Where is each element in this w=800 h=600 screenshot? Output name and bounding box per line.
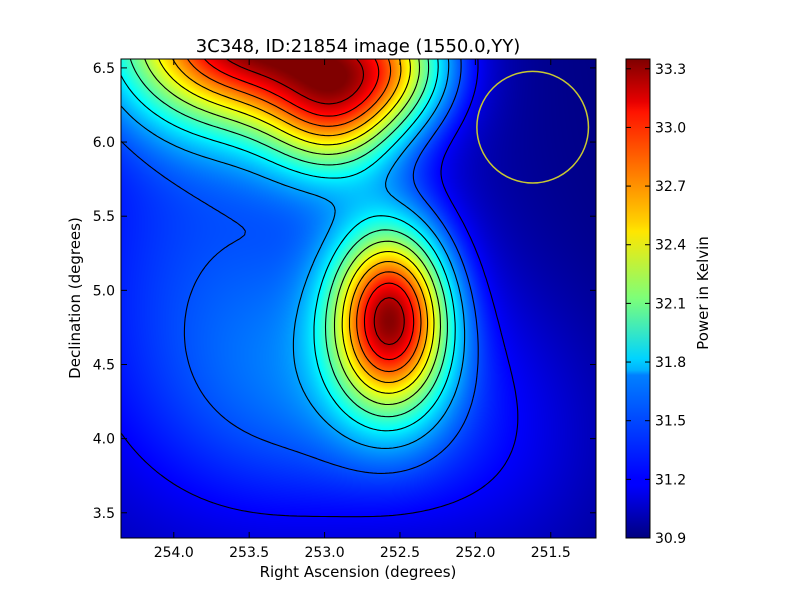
y-tick-label: 6.0 <box>93 135 115 151</box>
x-tick-label: 253.0 <box>305 545 345 561</box>
x-tick-label: 252.0 <box>455 545 495 561</box>
contour-level-0 <box>120 58 519 518</box>
contour-level-1 <box>120 58 479 474</box>
y-tick-label: 3.5 <box>93 506 115 522</box>
y-tick-label: 5.5 <box>93 209 115 225</box>
contour-level-4 <box>129 58 448 418</box>
colorbar-tick-label: 30.9 <box>655 531 686 547</box>
colorbar-tick-label: 32.4 <box>655 238 686 254</box>
contour-level-3 <box>120 58 456 432</box>
x-tick-label: 253.5 <box>229 545 269 561</box>
contour-lines <box>120 58 519 518</box>
beam-circle <box>476 70 590 184</box>
y-tick-label: 6.5 <box>93 61 115 77</box>
y-tick-label: 5.0 <box>93 283 115 299</box>
x-tick-label: 251.5 <box>531 545 571 561</box>
colorbar-tick-label: 32.7 <box>655 179 686 195</box>
heatmap-image-container <box>121 59 596 538</box>
y-tick-label: 4.5 <box>93 357 115 373</box>
contour-level-2 <box>120 58 466 449</box>
y-axis: 3.5 4.0 4.5 5.0 5.5 6.0 6.5 <box>93 61 596 522</box>
x-tick-label: 252.5 <box>380 545 420 561</box>
x-tick-label: 254.0 <box>154 545 194 561</box>
y-axis-label: Declination (degrees) <box>66 217 84 379</box>
colorbar-tick-label: 33.3 <box>655 62 686 78</box>
y-tick-label: 4.0 <box>93 432 115 448</box>
colorbar: 30.9 31.2 31.5 31.8 32.1 32.4 32.7 33.0 33.3 Pow… <box>625 58 712 547</box>
colorbar-tick-label: 33.0 <box>655 120 686 136</box>
heatmap-image <box>121 59 596 538</box>
colorbar-ticks: 30.9 31.2 31.5 31.8 32.1 32.4 32.7 33.0 33.3 <box>626 62 686 547</box>
x-axis-label: Right Ascension (degrees) <box>260 563 457 581</box>
plot-frame <box>120 58 597 539</box>
colorbar-gradient <box>625 58 651 539</box>
colorbar-tick-label: 31.5 <box>655 414 686 430</box>
contour-level-6 <box>158 58 435 394</box>
colorbar-label: Power in Kelvin <box>694 236 712 350</box>
colorbar-tick-label: 31.8 <box>655 355 686 371</box>
colorbar-tick-label: 32.1 <box>655 296 686 312</box>
x-axis: 254.0 253.5 253.0 252.5 252.0 251.5 <box>154 59 571 561</box>
chart-title: 3C348, ID:21854 image (1550.0,YY) <box>196 36 521 57</box>
contour-level-10 <box>226 58 405 346</box>
colorbar-tick-label: 31.2 <box>655 472 686 488</box>
contour-level-8 <box>187 58 422 373</box>
plot-area <box>120 58 597 539</box>
